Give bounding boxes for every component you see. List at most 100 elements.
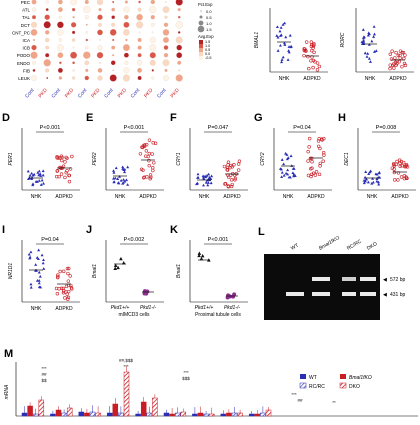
legend-size-title: Pct.Exp xyxy=(198,2,213,7)
legend-size-dot xyxy=(199,15,203,19)
dotplot-dot xyxy=(45,8,49,12)
data-point xyxy=(367,43,371,46)
data-point xyxy=(369,169,373,173)
pvalue-text: P=0.008 xyxy=(376,125,397,131)
data-point xyxy=(282,173,286,177)
dotplot-dot xyxy=(97,29,103,36)
data-point xyxy=(204,180,208,184)
dotplot-dot xyxy=(112,69,115,72)
dotplot-dot xyxy=(57,29,64,36)
rorc-ylabel: RORC xyxy=(340,32,346,47)
dotplot-dot xyxy=(138,31,141,34)
data-point xyxy=(276,35,280,39)
data-point xyxy=(64,170,68,175)
x-group-label: NHK xyxy=(199,194,210,200)
data-point xyxy=(375,177,379,180)
bar xyxy=(50,413,56,417)
data-point xyxy=(68,274,72,278)
data-point xyxy=(360,40,364,44)
pvalue-text: P=0.04 xyxy=(293,125,311,131)
gel-lane-label: RC/RC xyxy=(346,238,363,251)
significance-annotation: ##,$$$ xyxy=(119,358,133,363)
data-point xyxy=(236,162,241,166)
dotplot-dot xyxy=(123,21,130,28)
data-point xyxy=(151,165,155,170)
x-group-label: NHK xyxy=(367,194,378,200)
dotplot-dot xyxy=(71,30,76,35)
gel-lane-label: DKO xyxy=(366,241,378,252)
data-point xyxy=(226,185,231,189)
gel-lane-label: Bmal1fKO xyxy=(318,235,341,252)
dotplot-dot xyxy=(163,53,169,58)
legend-size-dot xyxy=(200,10,202,12)
pvalue-text: P=0.047 xyxy=(208,125,229,131)
dotplot-row-label: ICB xyxy=(22,46,30,51)
data-point xyxy=(29,250,33,254)
data-point xyxy=(230,165,235,169)
data-point xyxy=(112,169,116,172)
dotplot-dot xyxy=(45,68,50,73)
dotplot-row-label: LEUK xyxy=(18,76,30,81)
data-point xyxy=(55,155,59,159)
data-point xyxy=(121,165,125,169)
data-point xyxy=(375,172,379,176)
dotplot-dot xyxy=(31,15,37,20)
data-point xyxy=(306,159,310,163)
data-point xyxy=(371,177,375,180)
pvalue-text: P<0.002 xyxy=(124,237,145,243)
data-point xyxy=(150,152,154,156)
data-point xyxy=(39,174,43,177)
data-point xyxy=(304,40,309,44)
data-point xyxy=(55,169,59,173)
data-point xyxy=(64,155,68,160)
bar xyxy=(226,412,232,417)
dotplot-dot xyxy=(97,75,103,81)
data-point xyxy=(31,182,35,186)
bar xyxy=(21,412,28,417)
data-point xyxy=(67,173,72,178)
x-group-label: NHK xyxy=(31,306,42,312)
data-point xyxy=(398,164,402,169)
data-point xyxy=(311,44,316,48)
bar xyxy=(146,412,153,417)
data-point xyxy=(362,181,366,185)
panel-label-g: G xyxy=(254,112,263,124)
dotplot-dot xyxy=(96,0,104,6)
data-point xyxy=(66,295,71,300)
data-point xyxy=(62,269,66,274)
scatter-svg: CRY2 P=0.04 NHK ADPKD xyxy=(260,125,332,200)
scatter-svg: PER1 P<0.001 NHK ADPKD xyxy=(8,125,80,200)
data-point xyxy=(113,266,118,271)
data-point xyxy=(306,149,310,154)
data-point xyxy=(315,68,320,72)
data-point xyxy=(317,137,321,141)
data-point xyxy=(287,45,291,48)
data-point xyxy=(313,60,317,64)
data-point xyxy=(210,174,214,178)
data-point xyxy=(142,175,147,179)
data-point xyxy=(230,182,234,187)
dotplot-dot xyxy=(162,59,170,67)
dotplot-dot xyxy=(111,15,116,20)
data-point xyxy=(287,50,291,54)
x-group-label: Pkd1+/+ xyxy=(195,305,214,311)
dotplot-dot xyxy=(72,46,75,49)
panel-label-e: E xyxy=(86,112,94,124)
dotplot-dot xyxy=(163,22,169,27)
x-group-label: Pkd1-/- xyxy=(140,305,156,311)
data-point xyxy=(58,165,62,170)
dotplot-dot xyxy=(163,75,169,81)
dotplot-dot xyxy=(43,21,51,29)
dotplot-dot xyxy=(111,22,116,27)
bmal1-svg: BMAL1 NHK ADPKD xyxy=(254,8,328,82)
data-point xyxy=(377,170,381,174)
significance-annotation: $$$ xyxy=(182,376,190,381)
dotplot-dot xyxy=(175,0,183,6)
data-point xyxy=(368,60,372,63)
data-point xyxy=(362,38,366,42)
dotplot-col-label: PKD xyxy=(64,87,75,99)
scatter-panel-k: Bmal1 P<0.001 Pkd1+/+ Pkd1-/- Proximal tubul… xyxy=(168,226,252,318)
dotplot-dot xyxy=(109,29,117,36)
data-point xyxy=(280,58,284,61)
dotplot-dot xyxy=(111,7,116,12)
